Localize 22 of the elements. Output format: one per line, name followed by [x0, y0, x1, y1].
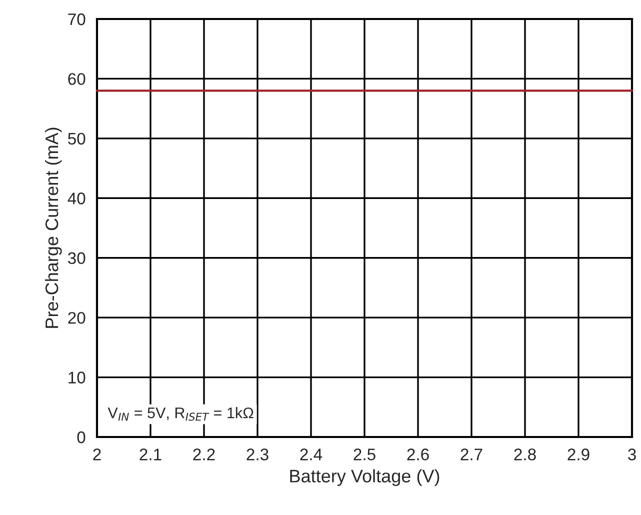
x-tick-label: 2.5: [354, 448, 376, 460]
x-tick-label: 2.8: [514, 448, 536, 460]
y-tick-label: 10: [68, 372, 86, 384]
annotation: V$_{IN}$ = 5V, R$_{ISET}$ = 1kΩ: [108, 407, 254, 421]
x-tick-label: 2.9: [568, 448, 590, 460]
x-tick-label: 2.4: [300, 448, 322, 460]
y-axis-title: Pre-Charge Current (mA): [44, 128, 62, 328]
x-tick-label: 2.1: [140, 448, 162, 460]
y-tick-label: 30: [68, 252, 86, 264]
x-tick-label: 2.2: [193, 448, 215, 460]
y-tick-label: 60: [68, 73, 86, 85]
y-tick-label: 0: [77, 431, 86, 444]
y-tick-label: 20: [68, 312, 86, 324]
x-tick-label: 3: [628, 448, 636, 460]
x-tick-label: 2.7: [460, 448, 482, 460]
y-tick-label: 70: [68, 13, 86, 26]
x-tick-label: 2.6: [407, 448, 429, 460]
x-tick-label: 2.3: [246, 448, 268, 460]
x-tick-label: 2: [93, 448, 101, 460]
y-tick-label: 50: [68, 132, 86, 145]
y-tick-label: 40: [68, 192, 86, 204]
x-axis-title: Battery Voltage (V): [290, 469, 440, 486]
